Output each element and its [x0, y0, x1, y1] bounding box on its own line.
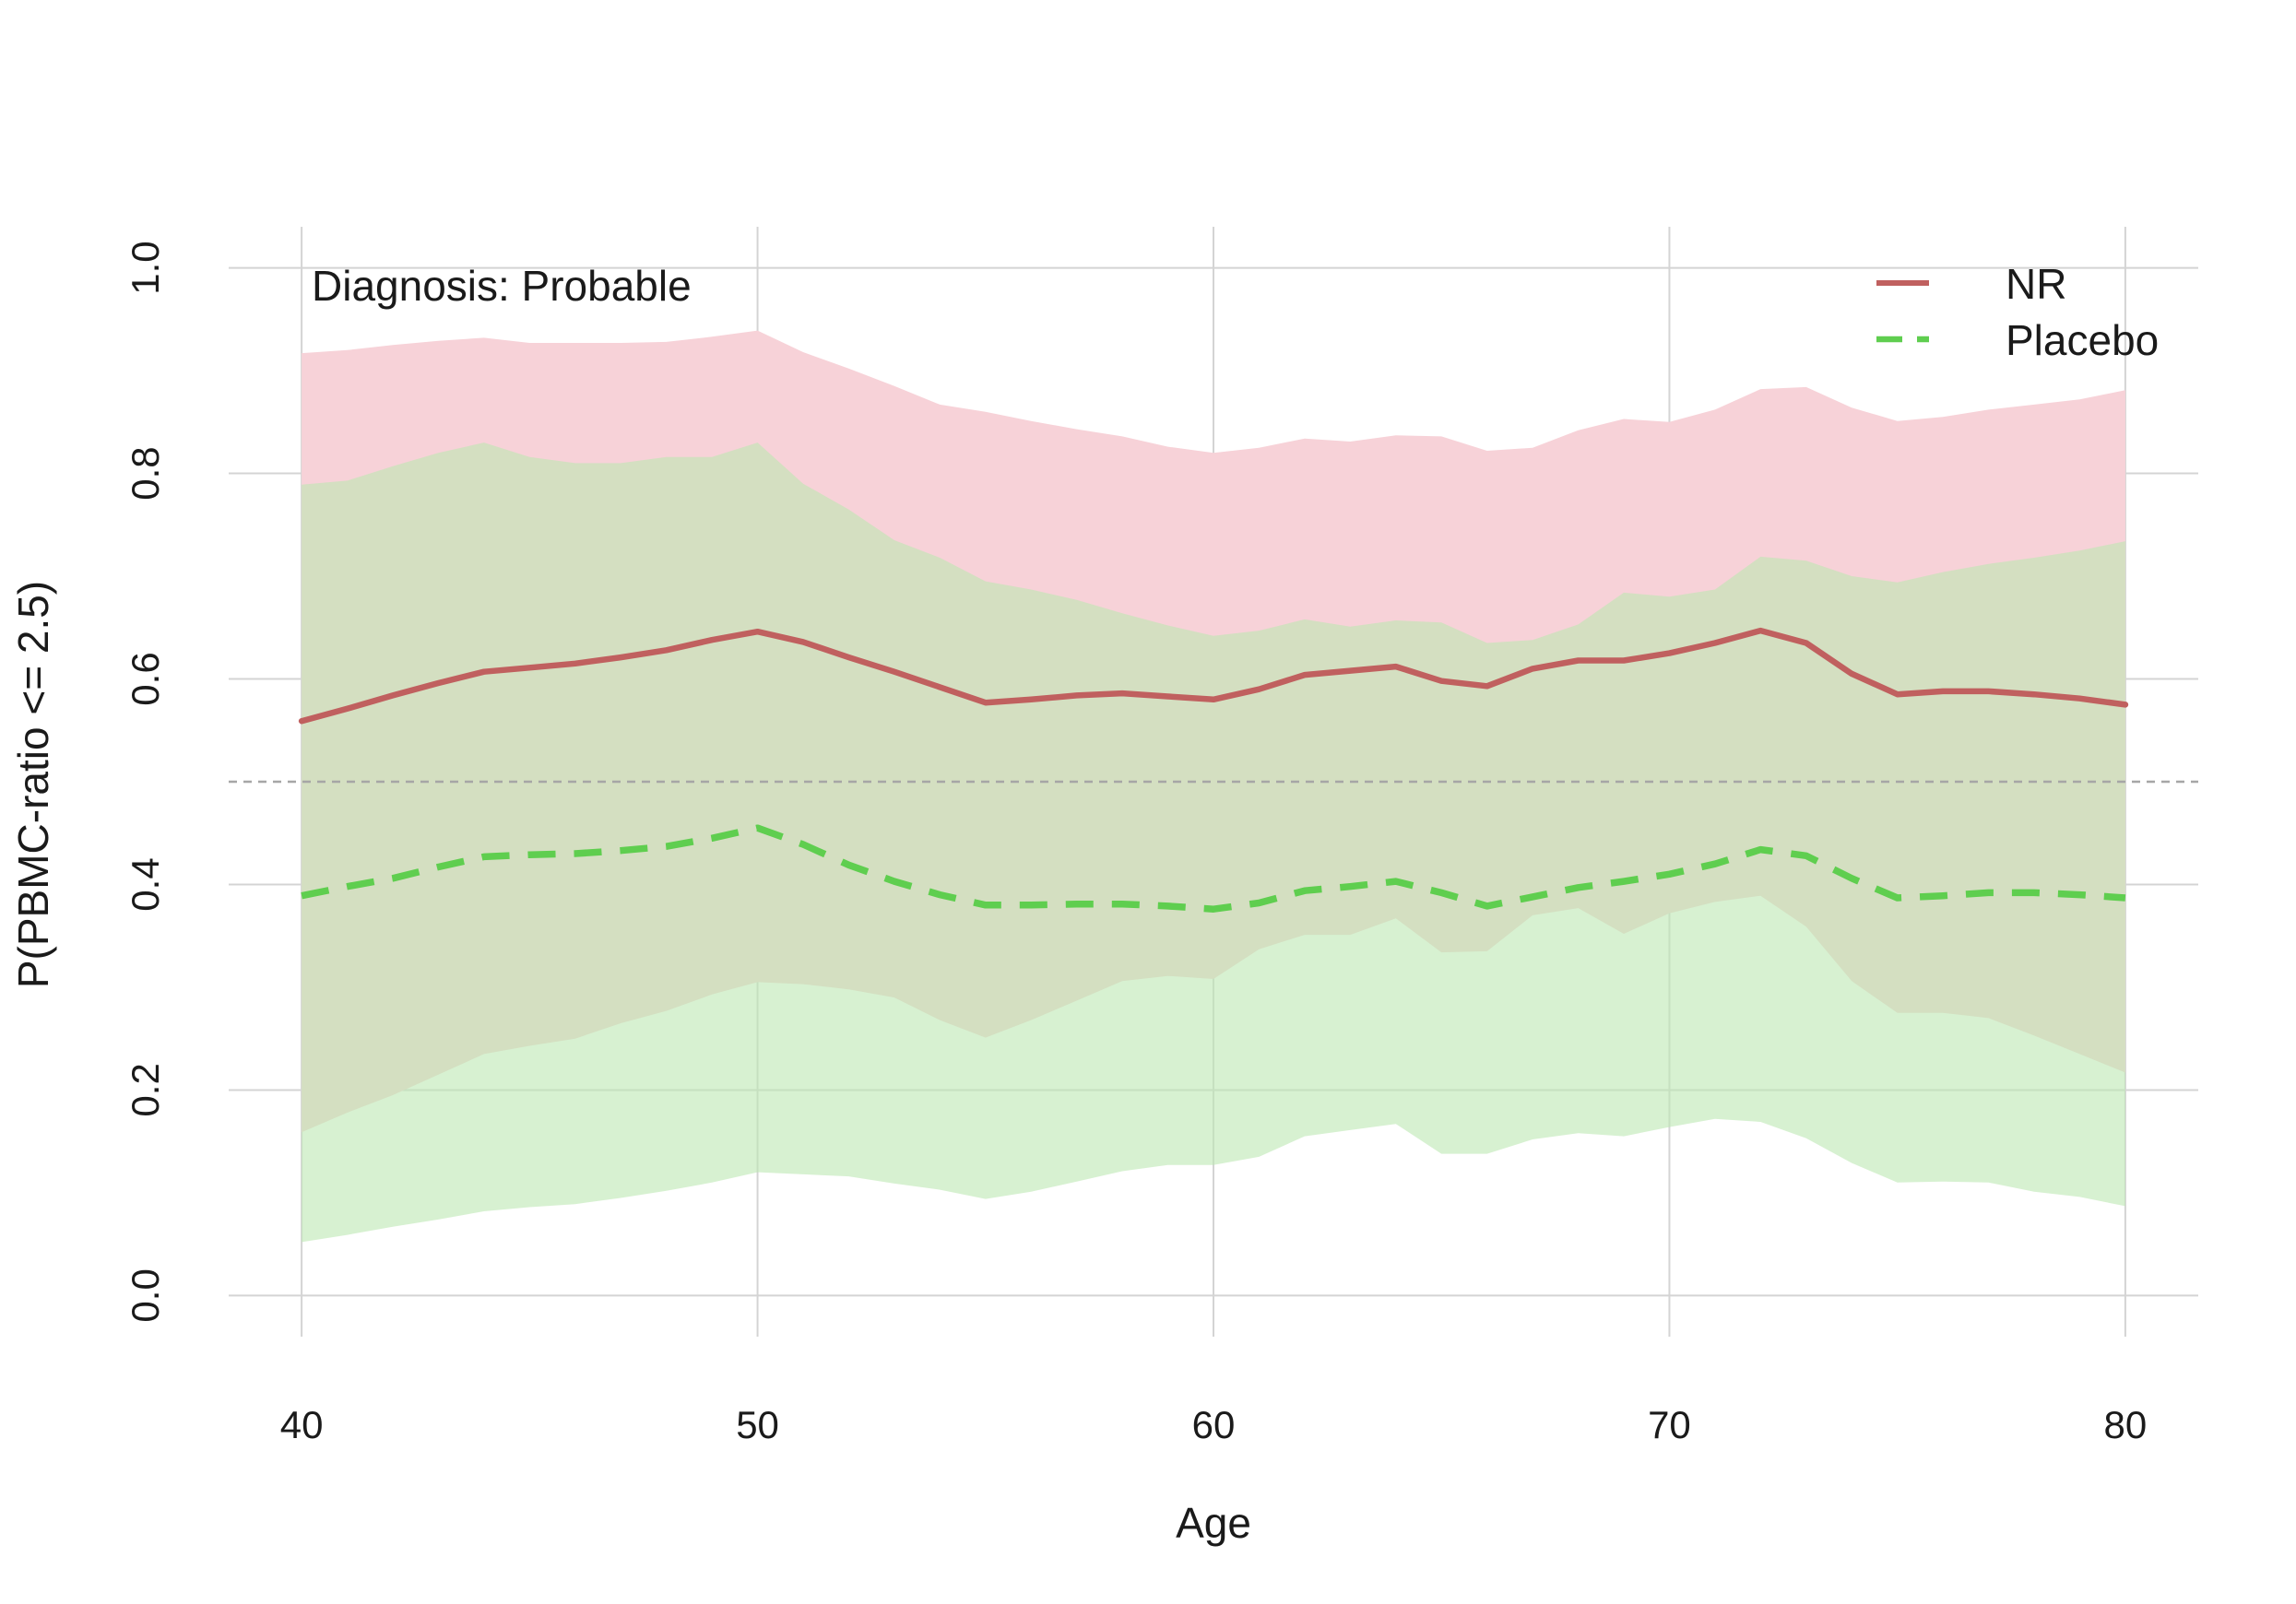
- series-lines: [298, 627, 2129, 913]
- legend: NR Placebo: [1876, 260, 2159, 364]
- y-tick-label: 0.4: [124, 857, 167, 911]
- confidence-band-placebo: [302, 442, 2125, 1243]
- x-tick-label: 40: [280, 1403, 324, 1446]
- x-axis-title: Age: [1176, 1499, 1251, 1547]
- y-tick-label: 0.0: [124, 1268, 167, 1322]
- x-tick-label: 60: [1192, 1403, 1236, 1446]
- y-tick-label: 0.6: [124, 652, 167, 705]
- x-tick-labels: 40 50 60 70 80: [280, 1403, 2147, 1446]
- y-tick-label: 0.2: [124, 1063, 167, 1116]
- y-axis-title: P(PBMC-ratio <= 2.5): [9, 581, 57, 988]
- series-line-placebo: [301, 824, 2126, 913]
- y-tick-label: 0.8: [124, 446, 167, 500]
- legend-label-nr: NR: [2006, 260, 2066, 308]
- y-tick-labels: 0.0 0.2 0.4 0.6 0.8 1.0: [124, 241, 167, 1322]
- diagnosis-annotation: Diagnosis: Probable: [312, 262, 692, 310]
- y-tick-label: 1.0: [124, 241, 167, 294]
- x-tick-label: 80: [2104, 1403, 2148, 1446]
- series-line-nr: [298, 627, 2129, 725]
- confidence-bands: [302, 330, 2125, 1243]
- x-tick-label: 50: [736, 1403, 779, 1446]
- legend-label-placebo: Placebo: [2006, 316, 2159, 364]
- x-tick-label: 70: [1648, 1403, 1691, 1446]
